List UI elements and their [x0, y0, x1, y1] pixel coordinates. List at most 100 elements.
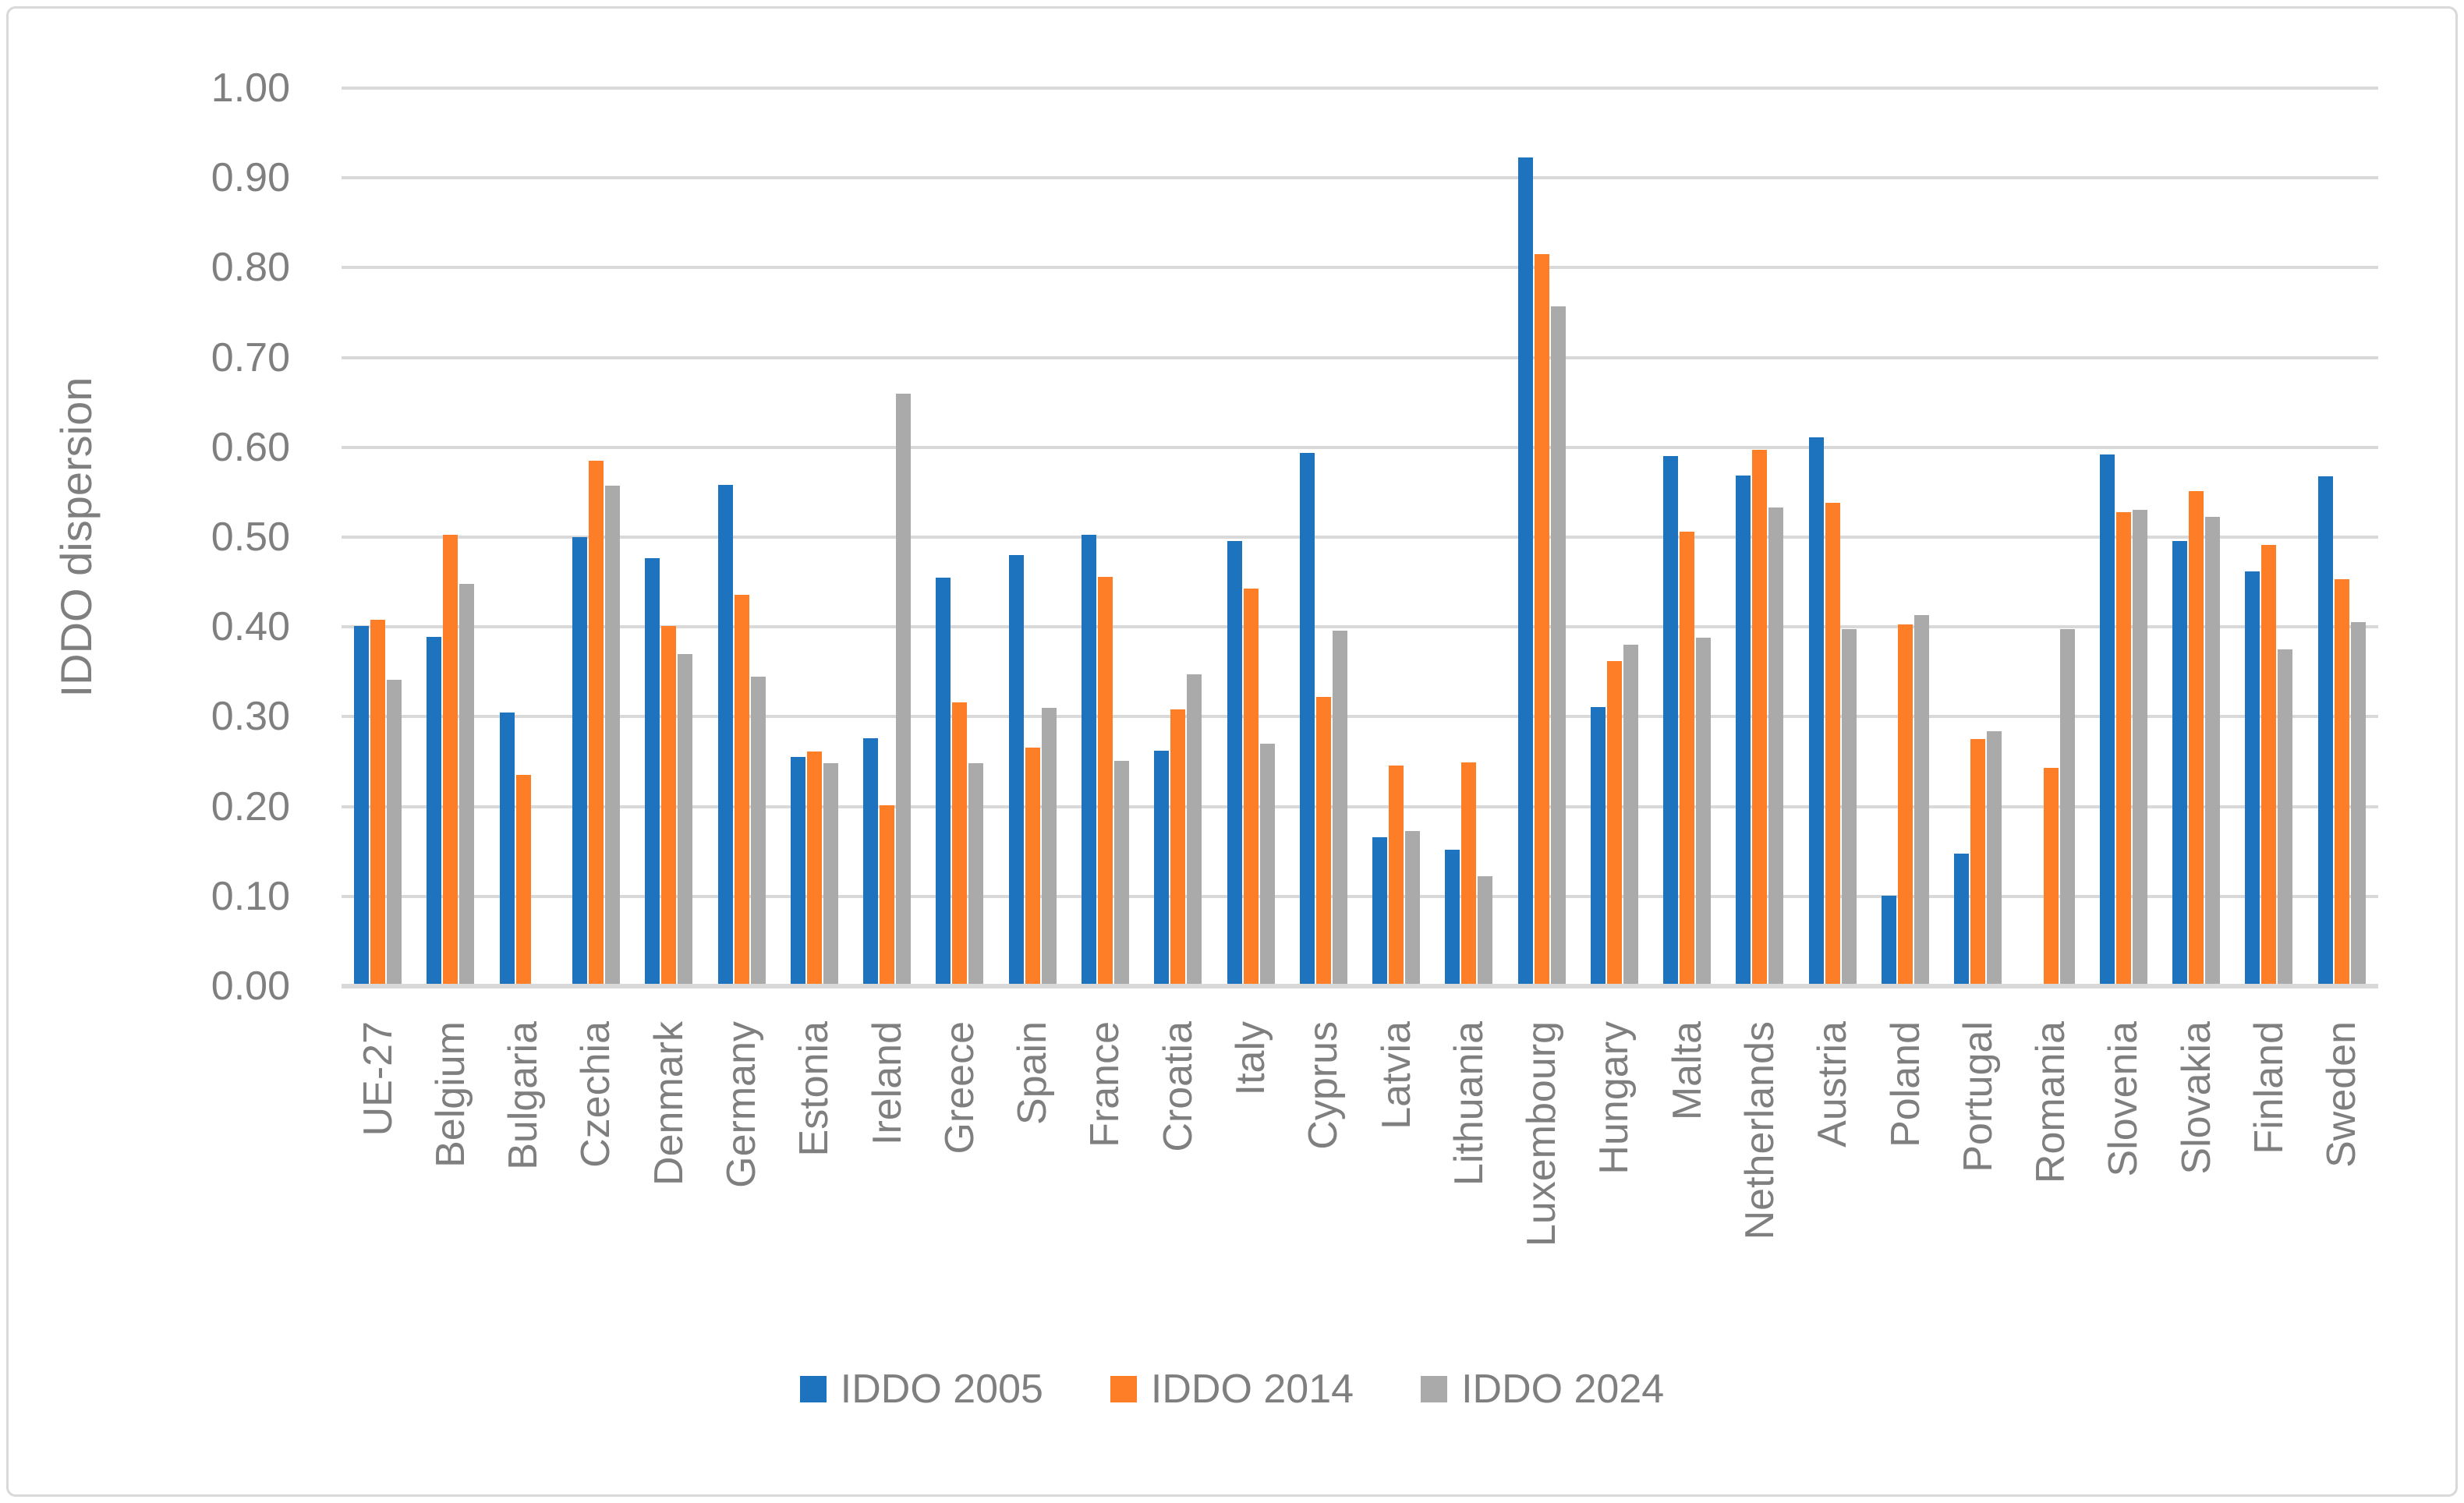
- x-label-germany: Germany: [719, 1021, 765, 1188]
- bar-cluster-italy: [1227, 88, 1275, 986]
- category-slot-latvia: [1360, 88, 1432, 986]
- bar-estonia-iddo-2024: [823, 763, 838, 986]
- x-label-slot-lithuania: Lithuania: [1432, 1021, 1505, 1302]
- bar-slovakia-iddo-2014: [2189, 491, 2204, 986]
- x-label-slot-ue-27: UE-27: [342, 1021, 414, 1302]
- x-label-denmark: Denmark: [646, 1021, 692, 1186]
- category-slot-malta: [1651, 88, 1723, 986]
- y-tick-label-0.90: 0.90: [211, 155, 290, 201]
- bar-austria-iddo-2024: [1841, 628, 1857, 986]
- bar-luxembourg-iddo-2005: [1517, 157, 1533, 986]
- bar-ue-27-iddo-2014: [370, 619, 386, 986]
- bar-cluster-croatia: [1154, 88, 1202, 986]
- gridline-0.80: [342, 266, 2378, 270]
- bar-slovakia-iddo-2005: [2172, 540, 2188, 986]
- y-tick-label-0.00: 0.00: [211, 964, 290, 1009]
- bar-poland-iddo-2014: [1898, 624, 1913, 986]
- legend-item-iddo-2005: IDDO 2005: [799, 1367, 1043, 1412]
- category-slot-luxembourg: [1506, 88, 1578, 986]
- x-label-hungary: Hungary: [1591, 1021, 1637, 1175]
- category-slot-belgium: [414, 88, 487, 986]
- x-label-austria: Austria: [1810, 1021, 1856, 1148]
- bar-ireland-iddo-2005: [863, 738, 879, 986]
- gridline-0.30: [342, 715, 2378, 719]
- bar-spain-iddo-2024: [1041, 707, 1057, 986]
- x-label-cyprus: Cyprus: [1301, 1021, 1347, 1150]
- bar-cluster-sweden: [2317, 88, 2366, 986]
- x-label-slot-greece: Greece: [923, 1021, 996, 1302]
- y-tick-label-0.80: 0.80: [211, 245, 290, 291]
- bar-france-iddo-2005: [1081, 534, 1096, 986]
- x-label-slot-netherlands: Netherlands: [1723, 1021, 1796, 1302]
- category-slot-cyprus: [1287, 88, 1360, 986]
- bar-cluster-romania: [2027, 88, 2075, 986]
- x-label-slot-estonia: Estonia: [778, 1021, 851, 1302]
- bar-cluster-lithuania: [1445, 88, 1493, 986]
- category-slot-poland: [1869, 88, 1942, 986]
- bar-czechia-iddo-2014: [588, 461, 604, 986]
- bar-cluster-greece: [936, 88, 984, 986]
- x-label-sweden: Sweden: [2319, 1021, 2365, 1168]
- bar-belgium-iddo-2024: [459, 583, 475, 986]
- legend-label-iddo-2014: IDDO 2014: [1150, 1367, 1354, 1412]
- x-label-belgium: Belgium: [427, 1021, 473, 1168]
- legend-label-iddo-2005: IDDO 2005: [840, 1367, 1043, 1412]
- bar-cluster-latvia: [1372, 88, 1421, 986]
- bar-cluster-malta: [1663, 88, 1712, 986]
- y-tick-label-1.00: 1.00: [211, 65, 290, 111]
- bar-ue-27-iddo-2005: [354, 626, 370, 986]
- bar-sweden-iddo-2005: [2317, 476, 2333, 986]
- x-label-estonia: Estonia: [791, 1021, 837, 1157]
- bar-ireland-iddo-2024: [896, 393, 912, 986]
- y-tick-label-0.40: 0.40: [211, 604, 290, 650]
- x-label-slot-belgium: Belgium: [414, 1021, 487, 1302]
- bar-romania-iddo-2024: [2059, 628, 2075, 986]
- bar-greece-iddo-2024: [968, 763, 984, 986]
- bar-lithuania-iddo-2024: [1478, 876, 1493, 986]
- x-label-slot-germany: Germany: [705, 1021, 777, 1302]
- bar-cluster-poland: [1882, 88, 1930, 986]
- bar-romania-iddo-2014: [2043, 768, 2059, 986]
- bar-cluster-cyprus: [1299, 88, 1347, 986]
- x-label-slot-portugal: Portugal: [1942, 1021, 2014, 1302]
- bar-cluster-ue-27: [354, 88, 402, 986]
- bar-poland-iddo-2005: [1882, 895, 1897, 986]
- bar-latvia-iddo-2005: [1372, 836, 1388, 986]
- bar-cluster-finland: [2245, 88, 2293, 986]
- bar-germany-iddo-2024: [750, 676, 766, 986]
- bar-cyprus-iddo-2014: [1315, 697, 1331, 986]
- gridline-0.40: [342, 625, 2378, 629]
- bar-finland-iddo-2024: [2278, 649, 2293, 986]
- category-slot-slovakia: [2160, 88, 2232, 986]
- x-label-luxembourg: Luxembourg: [1519, 1021, 1565, 1247]
- x-label-slot-latvia: Latvia: [1360, 1021, 1432, 1302]
- x-label-france: France: [1082, 1021, 1128, 1148]
- bar-croatia-iddo-2024: [1187, 674, 1202, 986]
- x-label-slot-france: France: [1069, 1021, 1142, 1302]
- gridline-0.20: [342, 805, 2378, 808]
- x-label-slot-czechia: Czechia: [560, 1021, 632, 1302]
- x-label-slot-poland: Poland: [1869, 1021, 1942, 1302]
- bar-greece-iddo-2014: [952, 702, 968, 986]
- bar-croatia-iddo-2005: [1154, 751, 1170, 986]
- category-slot-denmark: [632, 88, 705, 986]
- bar-hungary-iddo-2014: [1606, 660, 1622, 986]
- bar-belgium-iddo-2014: [443, 534, 458, 986]
- gridline-0.50: [342, 536, 2378, 539]
- bar-cluster-hungary: [1590, 88, 1638, 986]
- bar-cluster-ireland: [863, 88, 912, 986]
- bar-belgium-iddo-2005: [427, 636, 442, 986]
- bar-cluster-netherlands: [1736, 88, 1784, 986]
- category-slot-austria: [1797, 88, 1869, 986]
- x-label-slot-luxembourg: Luxembourg: [1506, 1021, 1578, 1302]
- bar-cluster-slovenia: [2099, 88, 2147, 986]
- bar-ue-27-iddo-2024: [387, 680, 402, 986]
- bar-luxembourg-iddo-2024: [1550, 306, 1566, 986]
- x-label-malta: Malta: [1664, 1021, 1710, 1121]
- bar-cluster-czechia: [572, 88, 620, 986]
- category-slot-spain: [997, 88, 1069, 986]
- category-slot-ireland: [851, 88, 923, 986]
- plot-area: [342, 87, 2378, 988]
- bar-slovakia-iddo-2024: [2205, 516, 2221, 986]
